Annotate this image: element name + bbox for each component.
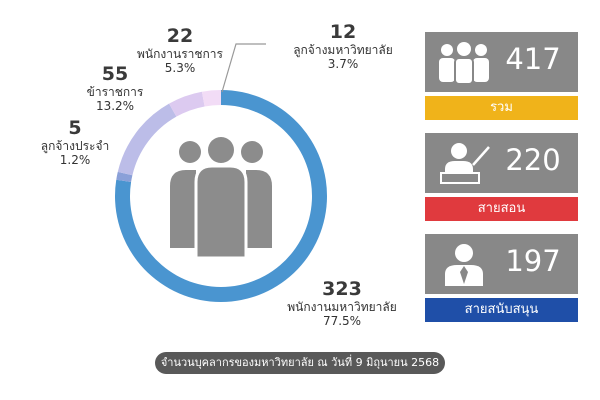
- card-teaching: 220 สายสอน: [425, 133, 578, 221]
- card-top: 417: [425, 32, 578, 92]
- value: 323: [322, 278, 362, 300]
- person-tie-icon: [445, 244, 483, 286]
- value: 22: [166, 25, 194, 47]
- percent: 77.5%: [322, 313, 362, 328]
- card-support: 197 สายสนับสนุน: [425, 234, 578, 322]
- people-group-icon: [170, 137, 272, 260]
- card-value: 197: [505, 244, 561, 278]
- percent: 1.2%: [59, 152, 91, 167]
- percent: 13.2%: [95, 98, 135, 113]
- donut-slice-1: [116, 171, 133, 183]
- caption-pill: จำนวนบุคลากรของมหาวิทยาลัย ณ วันที่ 9 มิ…: [155, 352, 445, 374]
- donut-slice-3: [169, 91, 205, 117]
- card-label: รวม: [425, 96, 578, 120]
- label-permanent-staff: 5 ลูกจ้างประจำ 1.2%: [20, 117, 130, 167]
- card-total: 417 รวม: [425, 32, 578, 120]
- group-icon: [439, 42, 489, 85]
- card-label: สายสนับสนุน: [425, 298, 578, 322]
- value: 55: [101, 63, 129, 85]
- label-employee-uni: 323 พนักงานมหาวิทยาลัย 77.5%: [262, 278, 422, 328]
- card-top: 197: [425, 234, 578, 294]
- teacher-icon: [440, 143, 490, 184]
- name: ข้าราชการ: [86, 84, 144, 99]
- leader-line: [221, 43, 266, 93]
- percent: 3.7%: [327, 56, 359, 71]
- card-top: 220: [425, 133, 578, 193]
- value: 5: [68, 117, 82, 139]
- card-value: 220: [505, 143, 561, 177]
- name: พนักงานมหาวิทยาลัย: [287, 299, 397, 314]
- donut-slice-4: [201, 90, 221, 107]
- name: ลูกจ้างประจำ: [40, 138, 110, 153]
- percent: 5.3%: [164, 60, 196, 75]
- value: 12: [329, 21, 357, 43]
- label-uni-contract: 12 ลูกจ้างมหาวิทยาลัย 3.7%: [268, 21, 418, 71]
- card-value: 417: [505, 42, 561, 76]
- card-label: สายสอน: [425, 197, 578, 221]
- name: ลูกจ้างมหาวิทยาลัย: [293, 42, 393, 57]
- label-govt-employee: 22 พนักงานราชการ 5.3%: [110, 25, 250, 75]
- donut-slice-2: [117, 103, 177, 176]
- name: พนักงานราชการ: [137, 46, 223, 61]
- label-civil-servant: 55 ข้าราชการ 13.2%: [60, 63, 170, 113]
